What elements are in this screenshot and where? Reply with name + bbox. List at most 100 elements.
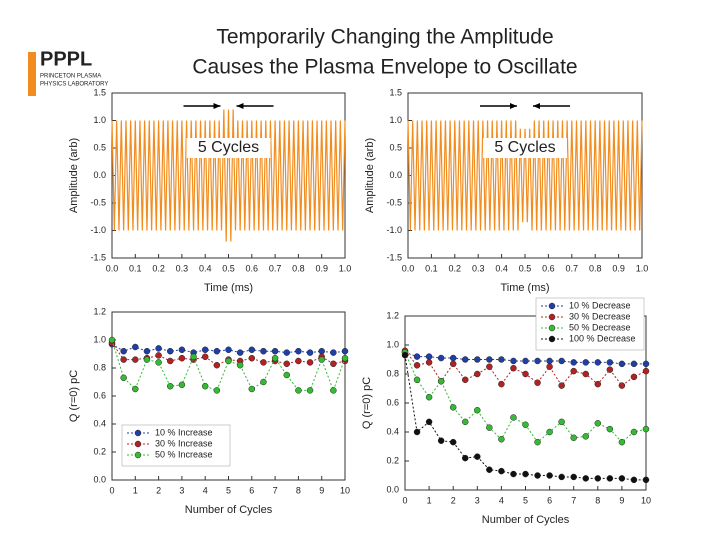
data-point bbox=[570, 434, 577, 442]
annotation-bg bbox=[186, 138, 271, 158]
plot-frame bbox=[407, 92, 643, 259]
data-point bbox=[201, 353, 209, 361]
data-point bbox=[248, 385, 256, 393]
data-point bbox=[425, 359, 433, 366]
data-point bbox=[630, 360, 638, 368]
data-point bbox=[449, 354, 457, 362]
x-tick-label: 7 bbox=[571, 495, 576, 505]
data-point bbox=[306, 387, 314, 394]
legend-label: 30 % Decrease bbox=[569, 311, 631, 321]
legend-label: 50 % Decrease bbox=[569, 322, 631, 332]
data-point bbox=[120, 356, 127, 363]
data-point bbox=[558, 473, 565, 481]
series-line bbox=[111, 109, 346, 242]
y-tick-label: 1.2 bbox=[386, 310, 399, 320]
data-point bbox=[108, 336, 116, 344]
data-point bbox=[201, 382, 209, 390]
data-point bbox=[248, 354, 256, 362]
data-point bbox=[582, 475, 589, 482]
data-point bbox=[437, 437, 445, 444]
data-point bbox=[178, 354, 186, 362]
data-point bbox=[155, 345, 162, 352]
data-point bbox=[570, 473, 577, 481]
data-point bbox=[190, 353, 197, 361]
data-point bbox=[618, 360, 626, 368]
y-tick-label: -0.5 bbox=[386, 197, 402, 207]
data-point bbox=[534, 438, 541, 446]
x-tick-label: 6 bbox=[547, 495, 552, 505]
data-point bbox=[437, 378, 445, 385]
data-point bbox=[213, 387, 221, 394]
y-tick-label: 1.2 bbox=[93, 306, 106, 316]
data-point bbox=[546, 472, 553, 479]
data-point bbox=[582, 433, 589, 440]
y-axis-label: Amplitude (arb) bbox=[68, 138, 80, 213]
x-tick-label: 0.2 bbox=[152, 263, 165, 273]
data-point bbox=[618, 475, 626, 482]
y-tick-label: 0.5 bbox=[389, 142, 402, 152]
x-tick-label: 0.6 bbox=[246, 263, 259, 273]
annotation-bg bbox=[483, 138, 567, 158]
data-point bbox=[330, 360, 337, 368]
legend-label: 10 % Decrease bbox=[569, 300, 631, 310]
legend-marker bbox=[134, 440, 142, 448]
data-point bbox=[642, 360, 650, 368]
x-tick-label: 9 bbox=[619, 495, 624, 505]
data-point bbox=[155, 352, 162, 359]
data-point bbox=[413, 428, 421, 436]
x-tick-label: 0.4 bbox=[199, 263, 212, 273]
x-tick-label: 2 bbox=[156, 485, 161, 495]
legend-label: 100 % Decrease bbox=[569, 333, 636, 343]
x-tick-label: 0.9 bbox=[315, 263, 328, 273]
data-point bbox=[167, 347, 174, 355]
data-point bbox=[522, 421, 529, 428]
data-point bbox=[167, 382, 174, 390]
data-point bbox=[510, 414, 517, 421]
x-tick-label: 0.8 bbox=[292, 263, 305, 273]
annotation: 5 Cycles bbox=[494, 139, 555, 156]
arrow-head bbox=[510, 103, 517, 109]
data-point bbox=[618, 438, 626, 446]
data-point bbox=[522, 357, 529, 365]
x-tick-label: 0.7 bbox=[269, 263, 282, 273]
data-point bbox=[474, 356, 481, 363]
y-tick-label: 1.0 bbox=[93, 115, 106, 125]
data-point bbox=[295, 387, 302, 394]
data-point bbox=[260, 359, 267, 366]
y-tick-label: 0.5 bbox=[93, 142, 106, 152]
x-tick-label: 7 bbox=[273, 485, 278, 495]
y-tick-label: 0.6 bbox=[93, 390, 106, 400]
y-tick-label: -1.0 bbox=[90, 225, 106, 235]
data-point bbox=[213, 361, 221, 369]
data-point bbox=[546, 357, 553, 365]
data-point bbox=[558, 382, 565, 389]
data-point bbox=[425, 393, 433, 401]
data-point bbox=[546, 363, 553, 370]
data-point bbox=[510, 357, 517, 365]
data-point bbox=[330, 349, 337, 356]
y-tick-label: 1.5 bbox=[389, 87, 402, 97]
legend-label: 10 % Increase bbox=[155, 427, 213, 437]
data-point bbox=[486, 363, 493, 370]
data-point bbox=[582, 370, 589, 378]
x-axis-label: Number of Cycles bbox=[185, 504, 273, 516]
logo: PPPL PRINCETON PLASMA PHYSICS LABORATORY bbox=[28, 48, 108, 96]
x-tick-label: 0 bbox=[402, 495, 407, 505]
data-point bbox=[594, 359, 602, 366]
y-tick-label: 0.0 bbox=[93, 170, 106, 180]
data-point bbox=[462, 376, 469, 384]
x-tick-label: 0.8 bbox=[589, 263, 602, 273]
data-point bbox=[558, 418, 565, 426]
y-tick-label: 0.8 bbox=[386, 368, 399, 378]
x-tick-label: 1.0 bbox=[339, 263, 352, 273]
legend-marker bbox=[134, 451, 142, 459]
data-point bbox=[630, 373, 638, 381]
data-point bbox=[120, 347, 127, 355]
data-point bbox=[225, 346, 232, 354]
annotation: 5 Cycles bbox=[198, 139, 259, 156]
data-point bbox=[132, 343, 139, 351]
x-tick-label: 0.6 bbox=[542, 263, 555, 273]
y-tick-label: 1.5 bbox=[93, 87, 106, 97]
x-tick-label: 3 bbox=[475, 495, 480, 505]
x-tick-label: 2 bbox=[451, 495, 456, 505]
